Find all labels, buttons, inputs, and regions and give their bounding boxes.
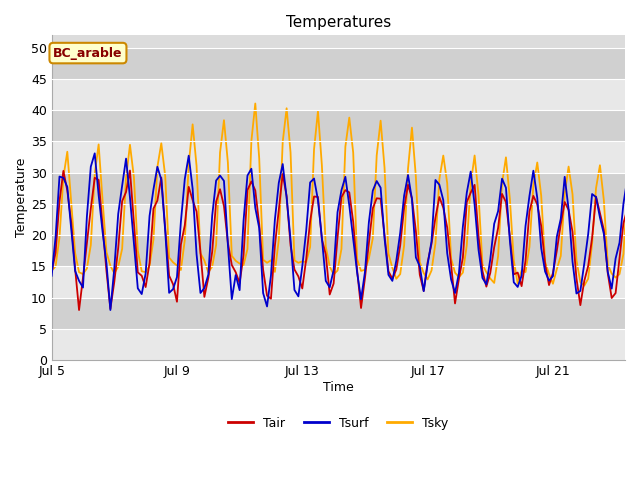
Bar <box>52 298 625 329</box>
Bar <box>52 204 625 235</box>
Text: BC_arable: BC_arable <box>53 47 123 60</box>
Y-axis label: Temperature: Temperature <box>15 158 28 237</box>
Bar <box>52 79 625 110</box>
Bar <box>52 329 625 360</box>
X-axis label: Time: Time <box>323 381 354 394</box>
Bar <box>52 48 625 79</box>
Bar <box>52 142 625 173</box>
Legend: Tair, Tsurf, Tsky: Tair, Tsurf, Tsky <box>223 412 454 435</box>
Bar <box>52 110 625 142</box>
Bar <box>52 173 625 204</box>
Title: Temperatures: Temperatures <box>285 15 391 30</box>
Bar <box>52 266 625 298</box>
Bar <box>52 235 625 266</box>
